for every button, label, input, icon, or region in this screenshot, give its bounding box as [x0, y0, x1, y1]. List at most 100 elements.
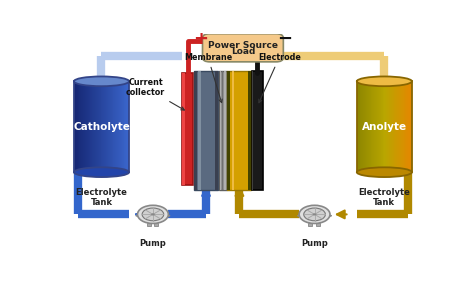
Text: −: −: [278, 30, 293, 48]
Bar: [365, 81, 366, 172]
Bar: [248, 71, 251, 189]
Bar: [384, 81, 385, 172]
FancyBboxPatch shape: [252, 71, 263, 189]
Bar: [400, 81, 401, 172]
Bar: [98, 81, 99, 172]
Bar: [368, 81, 369, 172]
Bar: [91, 81, 92, 172]
Text: Anolyte: Anolyte: [362, 122, 407, 132]
Bar: [373, 81, 374, 172]
Bar: [407, 81, 408, 172]
Bar: [397, 81, 398, 172]
Bar: [379, 81, 380, 172]
Bar: [387, 81, 388, 172]
Bar: [120, 81, 121, 172]
Bar: [127, 81, 128, 172]
Bar: [399, 81, 400, 172]
FancyBboxPatch shape: [182, 73, 184, 185]
Bar: [411, 81, 412, 172]
Bar: [383, 81, 384, 172]
Circle shape: [137, 205, 168, 223]
Bar: [402, 81, 403, 172]
Text: Electrolyte
Tank: Electrolyte Tank: [358, 188, 410, 207]
Bar: [381, 81, 382, 172]
Bar: [97, 81, 98, 172]
Bar: [89, 81, 90, 172]
Bar: [409, 81, 410, 172]
Text: +: +: [193, 30, 208, 48]
Bar: [126, 81, 127, 172]
Bar: [388, 81, 389, 172]
Bar: [390, 81, 391, 172]
Bar: [405, 81, 406, 172]
Bar: [83, 81, 84, 172]
Bar: [100, 81, 101, 172]
Bar: [128, 81, 129, 172]
Bar: [406, 81, 407, 172]
Bar: [382, 81, 383, 172]
Bar: [395, 81, 396, 172]
Bar: [380, 81, 381, 172]
Bar: [228, 71, 230, 189]
Ellipse shape: [357, 167, 412, 177]
Text: Current
collector: Current collector: [126, 78, 184, 110]
Bar: [359, 81, 360, 172]
Bar: [119, 81, 120, 172]
Bar: [103, 81, 104, 172]
Bar: [362, 81, 363, 172]
Bar: [117, 81, 118, 172]
Bar: [155, 223, 158, 226]
Bar: [104, 81, 105, 172]
Ellipse shape: [74, 76, 129, 86]
Bar: [360, 81, 361, 172]
Bar: [121, 81, 122, 172]
Circle shape: [299, 205, 330, 223]
Bar: [94, 81, 95, 172]
Bar: [106, 81, 107, 172]
Bar: [125, 81, 126, 172]
Ellipse shape: [136, 214, 170, 217]
Bar: [316, 223, 320, 226]
Text: Pump: Pump: [139, 239, 166, 248]
Bar: [374, 81, 375, 172]
Circle shape: [151, 213, 155, 216]
Bar: [115, 81, 116, 172]
Bar: [309, 223, 312, 226]
Bar: [403, 81, 404, 172]
Bar: [367, 81, 368, 172]
FancyBboxPatch shape: [228, 71, 251, 189]
Bar: [77, 81, 78, 172]
Bar: [220, 71, 221, 189]
Bar: [199, 71, 201, 189]
Bar: [93, 81, 94, 172]
Bar: [391, 81, 392, 172]
Bar: [224, 71, 226, 189]
Text: Electrode: Electrode: [258, 53, 301, 103]
Bar: [80, 81, 81, 172]
Bar: [372, 81, 373, 172]
Bar: [105, 81, 106, 172]
Bar: [78, 81, 79, 172]
Bar: [376, 81, 377, 172]
Bar: [389, 81, 390, 172]
Bar: [252, 71, 254, 189]
Bar: [118, 81, 119, 172]
Bar: [366, 81, 367, 172]
Ellipse shape: [357, 76, 412, 86]
Bar: [363, 81, 364, 172]
FancyBboxPatch shape: [182, 73, 193, 185]
Bar: [378, 81, 379, 172]
Bar: [111, 81, 112, 172]
Bar: [114, 81, 115, 172]
Circle shape: [142, 208, 164, 221]
Bar: [95, 81, 96, 172]
Bar: [124, 81, 125, 172]
Bar: [123, 81, 124, 172]
Text: Electrolyte
Tank: Electrolyte Tank: [75, 188, 128, 207]
Bar: [99, 81, 100, 172]
Bar: [361, 81, 362, 172]
FancyBboxPatch shape: [202, 34, 283, 62]
Bar: [408, 81, 409, 172]
Bar: [358, 81, 359, 172]
Bar: [357, 81, 412, 172]
